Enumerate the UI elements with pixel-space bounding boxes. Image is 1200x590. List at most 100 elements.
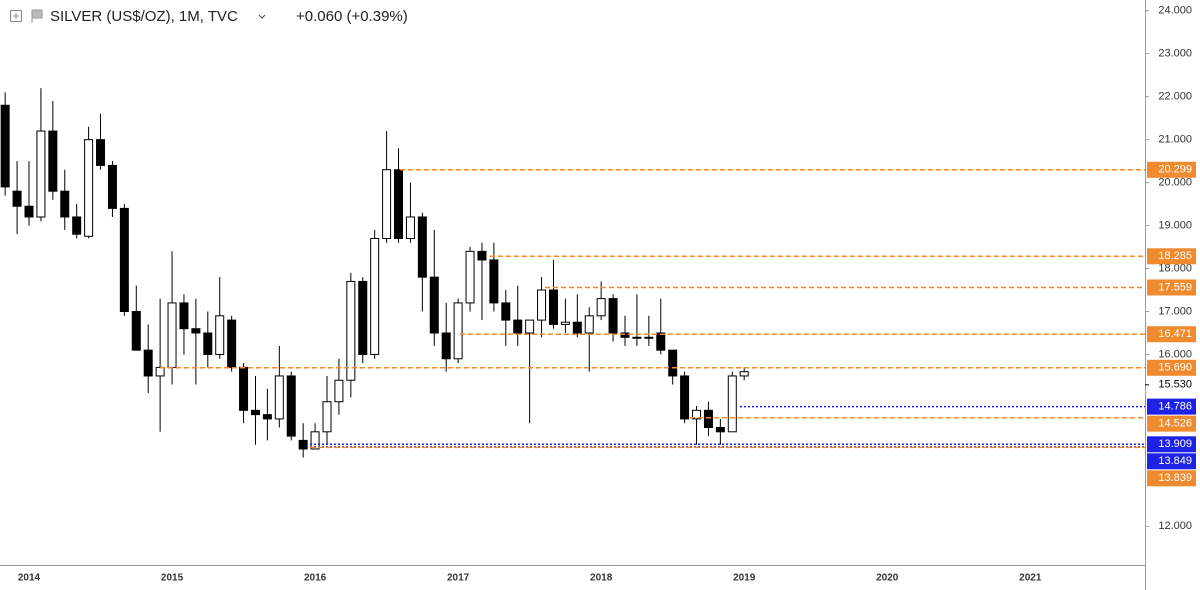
header: SILVER (US$/OZ), 1M, TVC +0.060 (+0.39%) [10,8,408,25]
y-tick-label: 16.000 [1158,348,1192,360]
candle-body [453,302,463,360]
price-label-box [1147,436,1196,453]
x-tick-label: 2015 [161,573,184,584]
candle-body [12,190,22,207]
candle-body [703,409,713,429]
price-label: 18.285 [1158,250,1192,262]
price-label: 15.690 [1158,362,1192,374]
candle-body [548,289,558,325]
y-tick-label: 20.000 [1158,177,1192,189]
add-icon-plus [13,13,19,19]
price-label-box [1147,453,1196,470]
candle-body [715,427,725,433]
price-label-box [1147,279,1196,296]
candle-body [632,336,642,339]
candle-body [191,328,201,334]
candle-body [429,276,439,334]
candle-body [167,302,177,368]
candle-body [310,431,320,450]
candle-body [692,409,702,420]
candle-body [405,216,415,239]
candle-body [107,164,117,209]
y-tick-label: 22.000 [1158,91,1192,103]
flag-icon[interactable] [31,9,43,23]
candle-body [72,216,82,235]
price-label: 14.526 [1158,418,1192,430]
y-tick-label: 12.000 [1158,520,1192,532]
candle-body [560,321,570,325]
y-tick-label: 24.000 [1158,5,1192,17]
candle-body [60,190,70,218]
candle-body [179,302,189,330]
candle-body [370,237,380,355]
candle-body [215,315,225,355]
x-tick-label: 2017 [447,573,470,584]
candle-body [227,319,237,368]
candle-body [584,315,594,334]
candle-body [620,332,630,338]
candle-body [537,289,547,321]
price-label: 17.559 [1158,281,1192,293]
price-label: 14.786 [1158,401,1192,413]
candle-body [394,169,404,239]
candle-body [513,319,523,334]
candle-body [668,349,678,377]
price-label: 13.839 [1158,472,1192,484]
x-tick-label: 2018 [590,573,613,584]
candle-body [322,401,332,433]
candle-body [656,332,666,351]
y-tick-label: 17.000 [1158,305,1192,317]
candle-body [477,250,487,261]
price-label: 13.849 [1158,455,1192,467]
price-label: 16.471 [1158,328,1192,340]
dropdown-chevron[interactable] [258,14,266,19]
candle-body [596,298,606,317]
candle-body [417,216,427,278]
price-label-box [1147,248,1196,265]
price-label-box [1147,359,1196,376]
candle-body [525,319,535,334]
candle-body [441,332,451,360]
candle-body [143,349,153,377]
symbol-title[interactable]: SILVER (US$/OZ), 1M, TVC [50,8,238,25]
candle-body [334,379,344,403]
candle-body [48,130,58,192]
candle-body [131,311,141,351]
candle-body [262,414,272,420]
x-tick-label: 2019 [733,573,756,584]
price-label-box [1147,326,1196,343]
candle-body [119,207,129,313]
candle-body [739,371,749,377]
price-label: 20.299 [1158,164,1192,176]
price-label-box [1147,398,1196,415]
candle-body [286,375,296,437]
candle-body [382,169,392,239]
candle-body [501,302,511,321]
price-label-box [1147,470,1196,487]
y-tick-label: 19.000 [1158,219,1192,231]
x-tick-label: 2021 [1019,573,1042,584]
candle-body [203,332,213,355]
candle-body [298,439,308,450]
candle-body [680,375,690,420]
candle-body [84,139,94,237]
x-tick-label: 2016 [304,573,327,584]
candle-body [274,375,284,420]
candle-body [250,409,260,416]
candle-body [36,130,46,218]
candle-body [346,280,356,381]
candle-body [572,321,582,334]
candle-body [24,205,34,218]
y-tick-label: 21.000 [1158,134,1192,146]
candle-body [489,259,499,304]
price-label: 15.530 [1158,379,1192,391]
change-text: +0.060 (+0.39%) [296,8,408,25]
candle-body [727,375,737,433]
candle-body [0,104,10,188]
add-icon[interactable] [10,10,22,22]
x-tick-label: 2014 [18,573,41,584]
price-label: 13.909 [1158,438,1192,450]
candle-body [608,298,618,334]
